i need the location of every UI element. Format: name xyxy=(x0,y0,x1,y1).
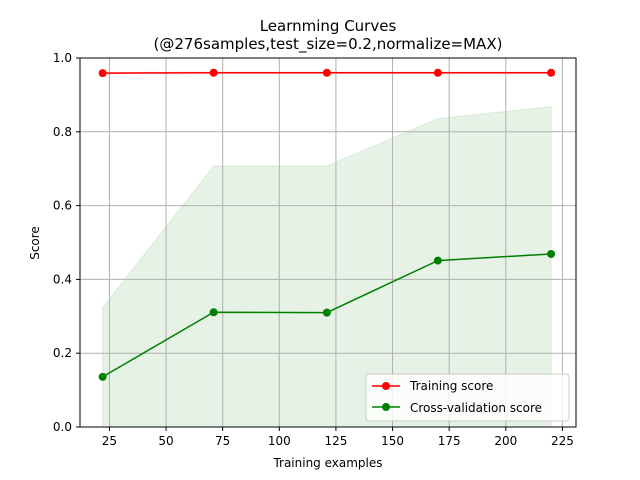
x-axis-label: Training examples xyxy=(272,456,382,470)
legend-label-cross-validation: Cross-validation score xyxy=(410,401,542,415)
y-tick-label: 0.2 xyxy=(53,346,72,360)
series-0-point xyxy=(547,68,556,77)
x-tick-label: 100 xyxy=(268,434,291,448)
y-tick-label: 0.4 xyxy=(53,272,72,286)
y-tick-label: 1.0 xyxy=(53,51,72,65)
series-1-point xyxy=(209,308,218,317)
series-1-point xyxy=(98,372,107,381)
y-tick-label: 0.8 xyxy=(53,125,72,139)
x-tick-label: 75 xyxy=(215,434,230,448)
x-tick-label: 225 xyxy=(551,434,574,448)
chart-title: Learnming Curves xyxy=(260,17,397,35)
series-0-point xyxy=(98,69,107,78)
legend-label-training: Training score xyxy=(409,379,493,393)
x-tick-label: 25 xyxy=(102,434,117,448)
x-tick-label: 200 xyxy=(494,434,517,448)
series-0-point xyxy=(433,68,442,77)
series-1-point xyxy=(322,308,331,317)
series-0-point xyxy=(209,68,218,77)
plot-frame xyxy=(79,57,577,428)
series-0-point xyxy=(322,68,331,77)
series-1-point xyxy=(547,249,556,258)
legend-swatch-cv-marker xyxy=(382,403,390,411)
x-tick-label: 150 xyxy=(381,434,404,448)
x-tick-label: 125 xyxy=(324,434,347,448)
y-tick-label: 0.0 xyxy=(53,420,72,434)
legend-box xyxy=(365,373,570,422)
y-axis-label: Score xyxy=(28,226,42,260)
chart-subtitle: (@276samples,test_size=0.2,normalize=MAX… xyxy=(154,35,503,54)
legend: Training score Cross-validation score xyxy=(365,373,570,422)
x-tick-label: 175 xyxy=(438,434,461,448)
series-1-point xyxy=(433,256,442,265)
plot-area: 25 50 75 100 125 150 175 200 225 0.0 0.2 0.4 0.6 0.8 1… xyxy=(53,51,577,448)
y-tick-label: 0.6 xyxy=(53,199,72,213)
legend-swatch-training-marker xyxy=(382,382,390,390)
x-tick-label: 50 xyxy=(158,434,173,448)
